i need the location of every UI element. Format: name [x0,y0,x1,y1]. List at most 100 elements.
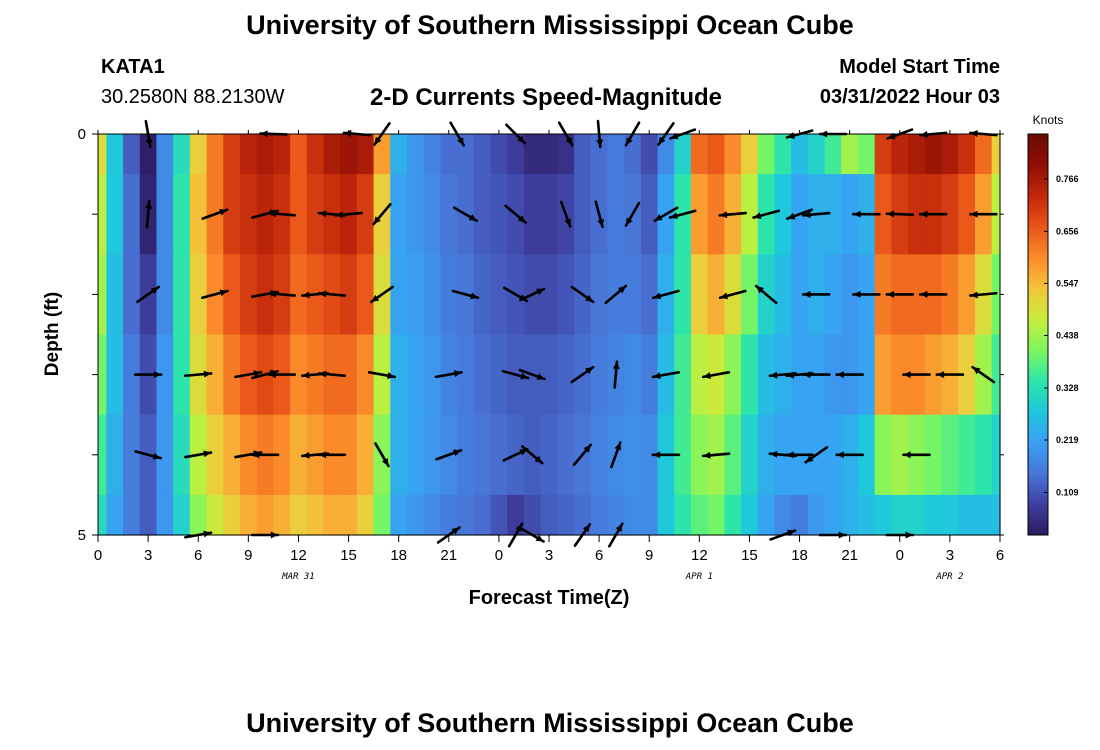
heatmap-cell [173,174,191,255]
heatmap-cell [423,494,442,536]
heatmap-cell [423,134,442,175]
heatmap-cell [98,174,107,255]
heatmap-cell [356,494,375,536]
heatmap-cell [457,334,475,416]
heatmap-cell [106,414,124,496]
heatmap-cell [340,414,358,496]
heatmap-cell [490,174,508,255]
heatmap-cell [958,334,976,416]
heatmap-cell [674,414,692,496]
heatmap-cell [239,254,258,336]
current-vector [184,450,213,459]
heatmap-cell [98,134,107,175]
heatmap-cell [941,134,959,175]
heatmap-cell [657,134,675,175]
heatmap-cell [139,494,158,536]
current-vector [652,289,680,300]
heatmap-cell [123,414,141,496]
current-vector [653,206,679,222]
current-vector [651,371,681,380]
heatmap-cell [741,334,759,416]
heatmap-cell [807,494,826,536]
heatmap-cell [707,134,725,175]
current-vector [502,448,529,462]
x-tick-label: 21 [841,547,858,564]
heatmap-cell [540,334,558,416]
heatmap-cell [858,494,876,536]
heatmap-cell [390,334,408,416]
current-vector [604,284,628,305]
current-vector [267,210,296,218]
heatmap-cell [189,134,208,175]
current-vector [559,200,572,228]
current-vector [367,371,397,380]
heatmap-cell [908,494,926,536]
heatmap-cell [958,494,976,536]
heatmap-cell [106,334,124,416]
heatmap-cell [123,254,141,336]
heatmap-cell [874,254,893,336]
heatmap-cell [757,494,776,536]
heatmap-cell [273,494,291,536]
heatmap-cell [206,494,224,536]
station-id: KATA1 [101,56,165,78]
heatmap-cell [974,494,993,536]
x-tick-label: 3 [144,547,152,564]
current-vector [754,284,778,305]
current-vector [802,211,831,219]
heatmap-cell [540,174,558,255]
x-tick-label: 15 [340,547,357,564]
heatmap-cell [707,254,725,336]
heatmap-cell [774,174,792,255]
heatmap-cell [607,174,625,255]
heatmap-cell [690,134,709,175]
x-tick-label: 3 [545,547,553,564]
heatmap-cell [290,174,308,255]
chart-subtitle: 2-D Currents Speed-Magnitude [370,84,723,111]
heatmap-cell [490,414,508,496]
heatmap-cell [757,134,776,175]
current-vector [935,371,965,379]
heatmap-cell [256,494,274,536]
heatmap-cell [156,134,174,175]
heatmap-cell [156,254,174,336]
heatmap-cell [540,134,558,175]
x-tick-label: 21 [440,547,457,564]
heatmap-cell [206,414,224,496]
current-vector [267,290,296,298]
heatmap-cell [189,494,208,536]
heatmap-cell [423,414,442,496]
heatmap-cell [991,254,1001,336]
heatmap-cell [540,494,558,536]
current-vector [317,370,347,378]
heatmap-cell [774,494,792,536]
heatmap-cell [991,334,1001,416]
heatmap-cell [590,254,609,336]
heatmap-cell [824,174,842,255]
heatmap-cell [707,494,725,536]
heatmap-cell [156,174,174,255]
current-vector [570,285,595,304]
x-tick-label: 9 [645,547,653,564]
current-vector [651,451,681,459]
colorbar-tick-label: 0.766 [1056,174,1079,184]
current-vector [234,370,263,379]
heatmap-cell [640,134,659,175]
heatmap-cell [690,254,709,336]
heatmap-cell [941,414,959,496]
heatmap-cell [306,494,325,536]
heatmap-cell [523,494,542,536]
current-vector [624,201,641,227]
heatmap-cell [239,494,258,536]
current-vector [201,289,229,300]
colorbar: Knots 0.109 0.219 0.328 0.438 0.547 0.656 0.76… [1027,113,1079,536]
heatmap-cell [874,174,893,255]
heatmap-cell [490,494,508,536]
current-vector [612,360,620,389]
heatmap-cell [690,494,709,536]
current-vector [902,371,931,379]
footer-title: University of Southern Mississippi Ocean… [246,708,854,738]
current-vector [521,445,544,465]
current-vector [885,290,915,298]
heatmap-cell [640,174,659,255]
